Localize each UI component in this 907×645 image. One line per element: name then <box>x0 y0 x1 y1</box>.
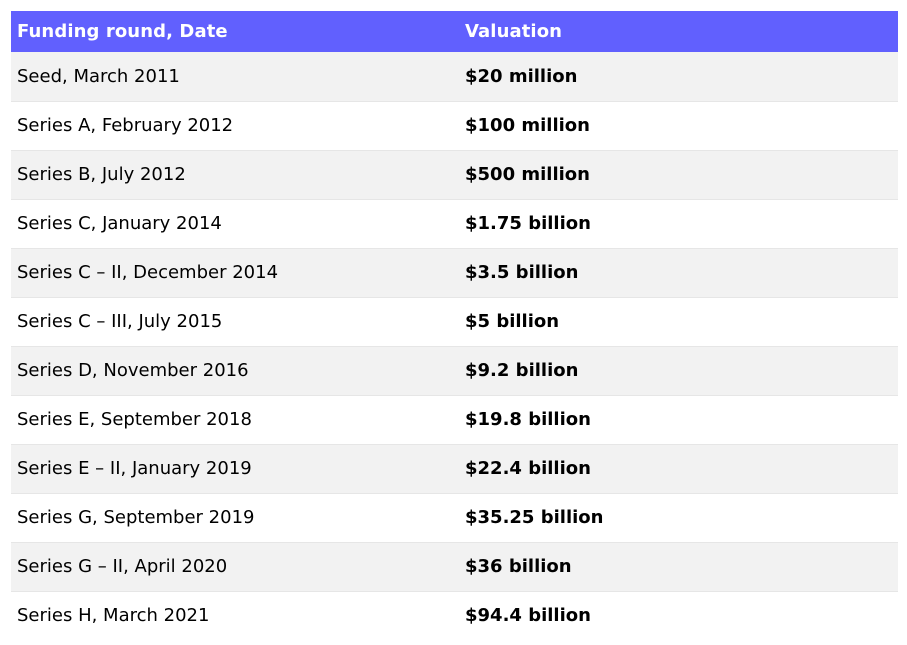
funding-round-cell: Series D, November 2016 <box>17 360 249 381</box>
table-header: Funding round, Date Valuation <box>11 11 898 52</box>
funding-round-cell: Series C, January 2014 <box>17 213 222 234</box>
header-funding-round: Funding round, Date <box>17 21 228 42</box>
valuation-cell: $35.25 billion <box>465 507 604 528</box>
valuation-cell: $5 billion <box>465 311 560 332</box>
funding-round-cell: Series G, September 2019 <box>17 507 255 528</box>
funding-round-cell: Series E – II, January 2019 <box>17 458 252 479</box>
valuation-cell: $94.4 billion <box>465 605 591 627</box>
valuation-cell: $500 million <box>465 164 590 185</box>
table-row: Series E, September 2018 $19.8 billion <box>11 395 898 444</box>
table-row: Series G – II, April 2020 $36 billion <box>11 542 898 591</box>
header-valuation: Valuation <box>465 21 563 42</box>
valuation-cell: $36 billion <box>465 556 572 577</box>
valuation-cell: $1.75 billion <box>465 213 591 234</box>
funding-round-cell: Series G – II, April 2020 <box>17 556 228 577</box>
table-row: Series H, March 2021 $94.4 billion <box>11 591 898 640</box>
table-row: Seed, March 2011 $20 million <box>11 52 898 101</box>
funding-round-cell: Series B, July 2012 <box>17 164 186 185</box>
funding-round-cell: Series H, March 2021 <box>17 605 210 627</box>
table-row: Series G, September 2019 $35.25 billion <box>11 493 898 542</box>
valuation-cell: $3.5 billion <box>465 262 579 283</box>
valuation-cell: $19.8 billion <box>465 409 591 430</box>
valuation-cell: $22.4 billion <box>465 458 591 479</box>
funding-round-cell: Series C – II, December 2014 <box>17 262 279 283</box>
table-row: Series A, February 2012 $100 million <box>11 101 898 150</box>
table-row: Series C – II, December 2014 $3.5 billio… <box>11 248 898 297</box>
funding-round-cell: Series E, September 2018 <box>17 409 252 430</box>
header-row: Funding round, Date Valuation <box>11 11 898 52</box>
funding-table-container: Funding round, Date Valuation Seed, Marc… <box>11 11 898 640</box>
funding-round-cell: Series A, February 2012 <box>17 115 234 136</box>
valuation-cell: $100 million <box>465 115 590 136</box>
table-row: Series D, November 2016 $9.2 billion <box>11 346 898 395</box>
funding-round-cell: Seed, March 2011 <box>17 65 180 87</box>
table-row: Series C – III, July 2015 $5 billion <box>11 297 898 346</box>
table-row: Series C, January 2014 $1.75 billion <box>11 199 898 248</box>
table-row: Series E – II, January 2019 $22.4 billio… <box>11 444 898 493</box>
funding-round-cell: Series C – III, July 2015 <box>17 311 223 332</box>
funding-table: Funding round, Date Valuation Seed, Marc… <box>11 11 898 640</box>
valuation-cell: $9.2 billion <box>465 360 579 381</box>
table-body: Seed, March 2011 $20 million Series A, F… <box>11 52 898 640</box>
valuation-cell: $20 million <box>465 65 578 87</box>
table-row: Series B, July 2012 $500 million <box>11 150 898 199</box>
